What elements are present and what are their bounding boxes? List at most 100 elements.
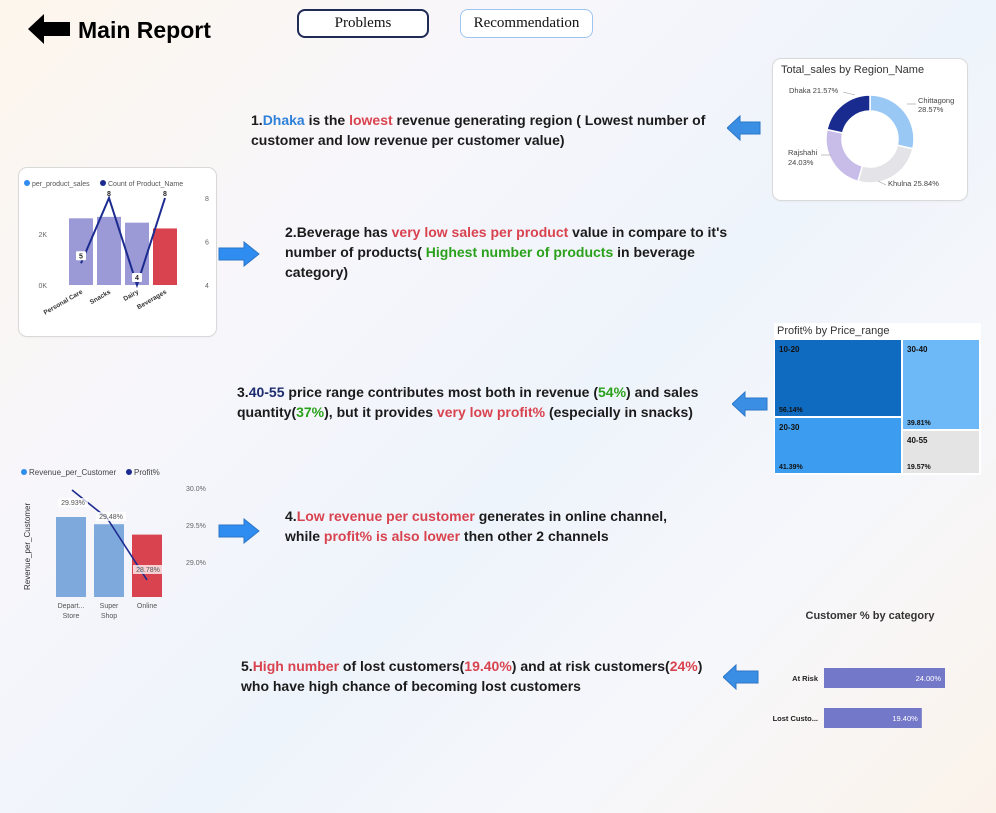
arrow-right-icon <box>218 518 260 544</box>
treemap-cell-40-55 <box>903 431 979 473</box>
y2-tick: 29.5% <box>186 523 206 530</box>
finding-2: 2.Beverage has very low sales per produc… <box>285 222 735 282</box>
y2-tick: 4 <box>205 283 209 290</box>
bar-channel-1 <box>94 524 124 597</box>
finding-text-segment: 40-55 <box>248 384 285 400</box>
customer-bar-0 <box>824 668 945 688</box>
data-label: 8 <box>163 191 167 198</box>
bar-channel-0 <box>56 517 86 597</box>
recommendation-button[interactable]: Recommendation <box>460 9 593 38</box>
treemap-cell-value: 39.81% <box>907 420 932 427</box>
y-tick: 2K <box>38 232 47 239</box>
finding-text-segment: Highest number of products <box>425 244 614 260</box>
legend-label: Count of Product_Name <box>108 181 183 188</box>
y2-tick: 6 <box>205 240 209 247</box>
donut-slice-dhaka <box>826 94 871 134</box>
treemap-cell-value: 41.39% <box>779 464 804 471</box>
finding-number: 2. <box>285 224 297 240</box>
data-label: 8 <box>107 191 111 198</box>
bar-value-label: 24.00% <box>916 674 942 683</box>
finding-text-segment: then other 2 channels <box>460 528 609 544</box>
treemap-cell-20-30 <box>775 418 901 473</box>
data-label-bg <box>132 273 142 282</box>
x-tick: Dairy <box>122 288 140 302</box>
finding-text-segment: profit% is also lower <box>323 528 461 544</box>
x-tick: Snacks <box>89 288 113 306</box>
problems-button[interactable]: Problems <box>297 9 429 38</box>
data-label: 29.93% <box>61 500 85 507</box>
donut-slice-khulna <box>857 144 914 184</box>
x-tick: Personal Care <box>43 288 85 316</box>
donut-label-name: Chittagong <box>918 96 954 105</box>
back-arrow-icon[interactable] <box>28 14 70 44</box>
data-label-bg <box>58 498 88 507</box>
profit-treemap: 10-20 56.14% 30-40 39.81% 20-30 41.39% 40-55 19… <box>775 340 979 473</box>
x-tick: Super <box>100 603 119 610</box>
finding-text-segment: 19.40% <box>464 658 512 674</box>
data-label: 5 <box>79 253 83 260</box>
bar-beverages <box>153 228 177 285</box>
legend-label: Revenue_per_Customer <box>29 468 116 477</box>
customer-bar-1 <box>824 708 922 728</box>
data-label-bg <box>133 565 163 574</box>
finding-text-segment: 37% <box>296 404 325 420</box>
donut-label-value: 28.57% <box>918 105 944 114</box>
finding-number: 4. <box>285 508 297 524</box>
x-tick: Store <box>63 613 80 620</box>
finding-text-segment: in beverage category) <box>285 244 695 280</box>
y2-tick: 29.0% <box>186 560 206 567</box>
category-label: At Risk <box>792 674 819 683</box>
chart-title: Customer % by category <box>806 610 936 622</box>
finding-text-segment: ) and sales quantity( <box>237 384 699 420</box>
chart-title: Total_sales by Region_Name <box>781 64 925 76</box>
treemap-cell-label: 30-40 <box>907 345 928 354</box>
legend-label: per_product_sales <box>32 181 90 188</box>
finding-text-segment: lowest <box>349 112 393 128</box>
finding-text-segment: 54% <box>598 384 627 400</box>
profit-treemap-card: Profit% by Price_range 10-20 56.14% 30-40 3… <box>774 323 981 475</box>
data-label-bg <box>96 512 126 521</box>
finding-number: 3. <box>237 384 249 400</box>
finding-text-segment: generates in online channel, while <box>285 508 668 544</box>
leader-line <box>877 180 887 186</box>
x-tick: Shop <box>101 613 117 620</box>
customer-category-chart: Customer % by category At Risk 24.00% Lost … <box>773 610 945 728</box>
legend-marker <box>24 180 30 186</box>
treemap-cell-value: 56.14% <box>779 407 804 414</box>
donut-slice-chittagong <box>869 94 915 150</box>
finding-text-segment: of lost customers( <box>339 658 465 674</box>
bar-snacks <box>97 216 121 285</box>
finding-text-segment: very low sales per product <box>391 224 569 240</box>
chart-title: Profit% by Price_range <box>777 325 890 337</box>
finding-number: 1. <box>251 112 263 128</box>
finding-text-segment: value in compare to it's number of produ… <box>285 224 728 260</box>
y-tick: 0K <box>38 283 47 290</box>
finding-text-segment: Beverage has <box>296 224 392 240</box>
count-line <box>80 195 166 289</box>
arrow-left-icon <box>727 115 761 141</box>
finding-3: 3.40-55 price range contributes most bot… <box>237 382 717 422</box>
data-label: 29.48% <box>99 514 123 521</box>
category-combo-card: per_product_sales Count of Product_Name 0K… <box>19 168 216 336</box>
arrow-right-icon <box>218 241 260 267</box>
treemap-cell-label: 10-20 <box>779 345 800 354</box>
arrow-left-icon <box>723 664 759 690</box>
finding-text-segment: ), but it provides <box>324 404 437 420</box>
x-tick: Depart... <box>58 603 85 610</box>
finding-5: 5.High number of lost customers(19.40%) … <box>241 656 716 696</box>
treemap-cell-label: 20-30 <box>779 423 800 432</box>
finding-text-segment: (especially in snacks) <box>545 404 693 420</box>
treemap-cell-value: 19.57% <box>907 464 932 471</box>
y-axis-title: Revenue_per_Customer <box>23 503 32 590</box>
leader-line <box>842 91 856 96</box>
y2-tick: 8 <box>205 196 209 203</box>
bar-value-label: 19.40% <box>892 714 918 723</box>
region-donut-card: Total_sales by Region_Name Chittagong 28.… <box>773 59 967 200</box>
arrow-left-icon <box>732 391 768 417</box>
donut-slice-rajshahi <box>825 128 864 183</box>
category-combo-chart: per_product_sales Count of Product_Name 0K… <box>24 180 209 317</box>
data-label: 28.78% <box>136 567 160 574</box>
treemap-cell-10-20 <box>775 340 901 416</box>
legend-label: Profit% <box>134 468 160 477</box>
